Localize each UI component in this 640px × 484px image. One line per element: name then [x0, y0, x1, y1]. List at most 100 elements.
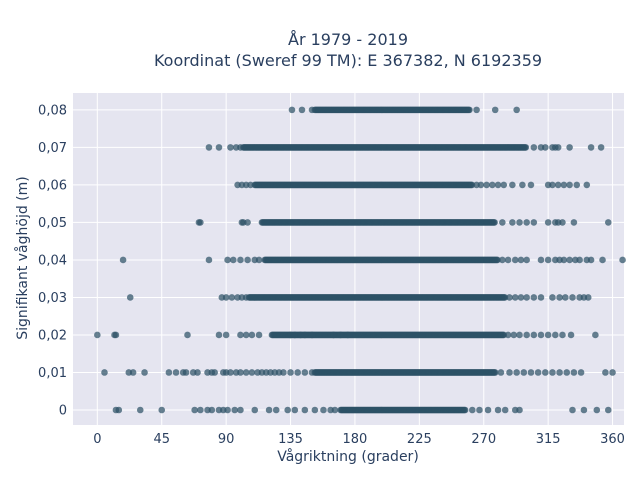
data-point	[112, 331, 120, 339]
data-point	[294, 369, 301, 376]
data-point	[477, 181, 485, 189]
data-point	[158, 406, 166, 414]
data-point	[94, 331, 101, 339]
data-point	[511, 256, 519, 264]
data-point	[609, 369, 616, 376]
x-tick-label: 315	[536, 432, 561, 447]
data-point	[599, 256, 606, 264]
data-point	[569, 294, 576, 301]
data-point	[516, 406, 523, 414]
data-point	[215, 144, 223, 151]
x-tick-label: 45	[153, 432, 170, 447]
data-point	[288, 106, 296, 114]
chart-title-line-2: Koordinat (Sweref 99 TM): E 367382, N 61…	[154, 51, 542, 70]
data-point	[331, 406, 339, 414]
data-point	[560, 256, 568, 264]
data-point	[237, 406, 244, 414]
data-point	[537, 256, 545, 264]
data-point	[280, 369, 287, 376]
data-point	[530, 294, 538, 301]
x-tick-label: 180	[343, 432, 368, 447]
data-point	[224, 406, 231, 414]
data-point	[205, 256, 213, 264]
data-point	[255, 331, 263, 339]
x-tick-label: 135	[278, 432, 303, 447]
data-point	[484, 406, 492, 414]
data-point	[523, 219, 530, 226]
data-point	[587, 144, 595, 151]
data-point	[491, 106, 499, 114]
data-point	[284, 406, 291, 414]
data-point	[237, 331, 244, 339]
data-point	[491, 369, 499, 376]
data-point	[136, 406, 144, 414]
data-point	[489, 181, 496, 189]
data-point	[516, 219, 523, 226]
data-point	[523, 256, 530, 264]
data-point	[129, 369, 137, 376]
x-tick-label: 270	[471, 432, 496, 447]
data-point	[549, 294, 556, 301]
data-point	[211, 369, 218, 376]
data-point	[265, 406, 273, 414]
data-point	[573, 181, 581, 189]
data-point	[291, 406, 299, 414]
data-point	[511, 294, 519, 301]
data-point	[215, 331, 223, 339]
data-point	[549, 369, 556, 376]
data-point	[570, 219, 578, 226]
data-point	[566, 256, 573, 264]
data-point	[499, 219, 506, 226]
data-point	[519, 181, 526, 189]
data-point	[337, 331, 344, 339]
data-point	[227, 144, 234, 151]
data-point	[576, 256, 583, 264]
data-point	[466, 106, 473, 114]
data-point	[569, 406, 576, 414]
data-point	[494, 256, 501, 264]
y-tick-label: 0,08	[38, 103, 67, 118]
data-point	[320, 406, 327, 414]
y-axis-label: Signifikant våghöjd (m)	[14, 176, 31, 339]
data-point	[251, 406, 259, 414]
data-points	[94, 106, 626, 414]
data-point	[197, 406, 204, 414]
data-point	[491, 219, 498, 226]
data-point	[501, 406, 509, 414]
data-point	[534, 369, 542, 376]
data-point	[468, 181, 476, 189]
data-point	[228, 294, 236, 301]
data-point	[242, 331, 250, 339]
data-point	[523, 331, 530, 339]
data-point	[244, 256, 251, 264]
data-point	[301, 369, 309, 376]
data-point	[184, 331, 191, 339]
data-point	[473, 106, 480, 114]
x-tick-label: 225	[407, 432, 432, 447]
data-point	[537, 331, 545, 339]
data-point	[330, 331, 337, 339]
data-point	[527, 369, 535, 376]
data-point	[308, 106, 316, 114]
data-point	[544, 219, 552, 226]
data-point	[126, 294, 134, 301]
data-point	[119, 256, 127, 264]
y-tick-label: 0,07	[38, 141, 67, 156]
data-point	[566, 144, 573, 151]
x-tick-label: 90	[218, 432, 235, 447]
data-point	[530, 219, 538, 226]
data-point	[544, 256, 552, 264]
data-point	[141, 369, 148, 376]
data-point	[562, 294, 569, 301]
data-point	[194, 369, 201, 376]
data-point	[556, 369, 563, 376]
data-point	[182, 369, 190, 376]
data-point	[504, 331, 512, 339]
data-point	[587, 256, 595, 264]
data-point	[541, 369, 549, 376]
data-point	[527, 181, 535, 189]
data-point	[554, 181, 562, 189]
data-point	[298, 106, 306, 114]
data-point	[517, 256, 525, 264]
